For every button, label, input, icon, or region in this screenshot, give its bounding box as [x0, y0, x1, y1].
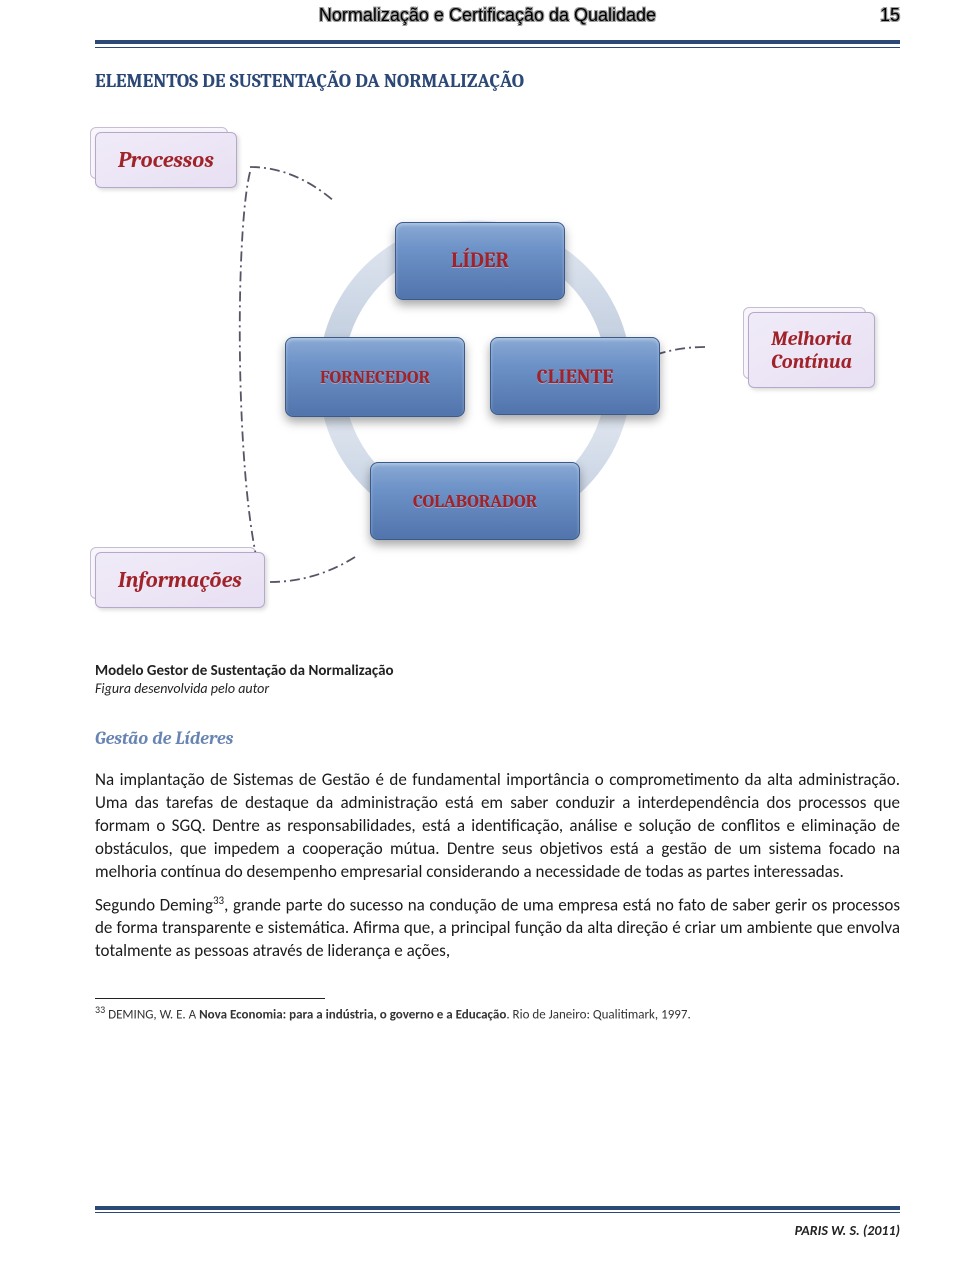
footnote-title: Nova Economia: para a indústria, o gover…	[199, 1007, 506, 1022]
callout-melhoria-l2: Contínua	[771, 350, 852, 373]
page-header-title: Normalização e Certificação da Qualidade	[95, 5, 880, 26]
paragraph-1: Na implantação de Sistemas de Gestão é d…	[95, 769, 900, 884]
sub-heading: Gestão de Líderes	[95, 728, 900, 749]
smartart-cycle: LÍDER FORNECEDOR CLIENTE COLABORADOR	[275, 172, 675, 572]
page-number: 15	[880, 5, 900, 26]
paragraph-2: Segundo Deming33, grande parte do sucess…	[95, 894, 900, 963]
footnote: 33 DEMING, W. E. A Nova Economia: para a…	[95, 1003, 900, 1022]
footnote-rest: . Rio de Janeiro: Qualitimark, 1997.	[506, 1007, 690, 1022]
callout-informacoes: Informações	[95, 552, 265, 608]
figure-caption: Modelo Gestor de Sustentação da Normaliz…	[95, 662, 900, 698]
callout-melhoria: Melhoria Contínua	[748, 312, 875, 388]
caption-title: Modelo Gestor de Sustentação da Normaliz…	[95, 662, 394, 680]
footer-text: PARIS W. S. (2011)	[795, 1222, 900, 1239]
footer-divider	[95, 1206, 900, 1213]
footnote-num: 33	[95, 1003, 105, 1016]
caption-source: Figura desenvolvida pelo autor	[95, 680, 269, 697]
block-cliente: CLIENTE	[490, 337, 660, 415]
section-title: ELEMENTOS DE SUSTENTAÇÃO DA NORMALIZAÇÃO	[95, 70, 900, 92]
block-fornecedor: FORNECEDOR	[285, 337, 465, 417]
footnote-author: DEMING, W. E. A	[105, 1007, 199, 1022]
header-divider	[95, 40, 900, 48]
callout-melhoria-l1: Melhoria	[771, 327, 852, 350]
block-lider: LÍDER	[395, 222, 565, 300]
diagram: Processos Melhoria Contínua Informações	[95, 112, 875, 632]
block-colaborador: COLABORADOR	[370, 462, 580, 540]
callout-processos: Processos	[95, 132, 237, 188]
p2-lead: Segundo Deming	[95, 894, 213, 915]
p2-footnote-ref: 33	[213, 894, 224, 907]
footnote-rule	[95, 998, 325, 999]
